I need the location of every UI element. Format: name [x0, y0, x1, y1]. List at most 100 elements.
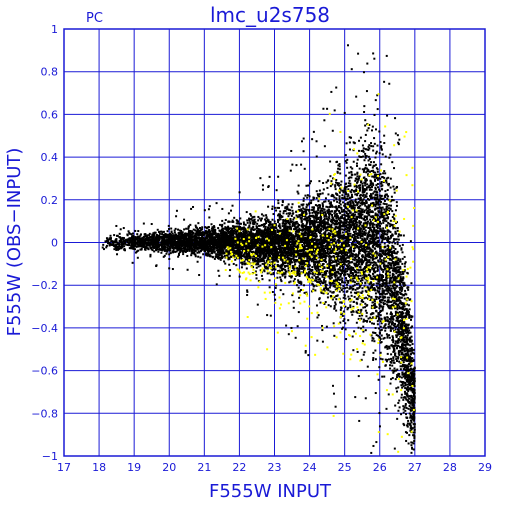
scatter-point: [177, 254, 180, 257]
scatter-point: [350, 311, 353, 314]
scatter-point: [407, 288, 410, 291]
scatter-point: [304, 194, 307, 197]
scatter-point: [395, 252, 398, 255]
scatter-point: [314, 272, 317, 275]
scatter-point: [196, 232, 199, 235]
scatter-point: [253, 241, 256, 244]
scatter-point: [353, 227, 356, 230]
scatter-point: [294, 274, 297, 277]
scatter-point: [227, 252, 230, 255]
scatter-point: [386, 248, 389, 251]
scatter-point: [353, 330, 356, 333]
scatter-point: [335, 217, 338, 220]
scatter-point: [355, 220, 358, 223]
scatter-point: [373, 331, 376, 334]
scatter-point: [401, 325, 404, 328]
scatter-point: [213, 247, 216, 250]
scatter-point: [330, 90, 333, 93]
scatter-point: [299, 241, 302, 244]
scatter-point: [400, 413, 403, 416]
scatter-point: [328, 263, 331, 266]
scatter-point: [256, 250, 259, 253]
scatter-point: [214, 240, 217, 243]
scatter-point: [408, 369, 411, 372]
scatter-point: [379, 230, 382, 233]
scatter-point: [380, 322, 383, 325]
scatter-point: [288, 266, 291, 269]
scatter-point: [346, 166, 349, 169]
scatter-point: [366, 260, 369, 263]
scatter-point: [383, 176, 386, 179]
scatter-point: [360, 149, 363, 152]
scatter-point: [353, 232, 356, 235]
scatter-point: [367, 235, 370, 238]
scatter-point: [337, 281, 340, 284]
scatter-point: [298, 257, 301, 260]
scatter-point: [372, 184, 375, 187]
scatter-point: [349, 200, 352, 203]
scatter-point: [340, 244, 343, 247]
scatter-point: [384, 233, 387, 236]
scatter-point: [264, 225, 267, 228]
scatter-point: [315, 265, 318, 268]
scatter-point: [385, 207, 388, 210]
scatter-point: [228, 220, 231, 223]
scatter-point: [401, 277, 404, 280]
scatter-point: [315, 218, 318, 221]
scatter-point: [249, 213, 252, 216]
scatter-point: [395, 260, 398, 263]
scatter-point: [247, 246, 250, 249]
scatter-point: [146, 239, 149, 242]
scatter-point: [380, 334, 383, 337]
scatter-point: [388, 274, 391, 277]
scatter-point: [397, 257, 400, 260]
scatter-point: [328, 265, 331, 268]
scatter-point: [292, 257, 295, 260]
scatter-point: [207, 208, 210, 211]
scatter-point: [306, 227, 309, 230]
scatter-point: [366, 237, 369, 240]
scatter-point: [271, 235, 274, 238]
scatter-point: [271, 226, 274, 229]
scatter-point: [388, 222, 391, 225]
scatter-point: [317, 278, 320, 281]
scatter-point: [384, 155, 387, 158]
scatter-point: [361, 224, 364, 227]
scatter-point: [388, 347, 391, 350]
scatter-point: [300, 140, 303, 143]
scatter-point: [335, 255, 338, 258]
scatter-point: [374, 99, 377, 102]
scatter-point: [376, 206, 379, 209]
scatter-point: [331, 215, 334, 218]
scatter-point: [331, 213, 334, 216]
scatter-point: [409, 240, 412, 243]
scatter-point: [245, 238, 248, 241]
scatter-point: [328, 286, 331, 289]
scatter-point: [404, 316, 407, 319]
scatter-point: [281, 274, 284, 277]
scatter-point: [380, 198, 383, 201]
scatter-point: [223, 247, 226, 250]
scatter-point: [365, 315, 368, 318]
scatter-point: [333, 196, 336, 199]
scatter-point: [356, 181, 359, 184]
scatter-point: [385, 269, 388, 272]
scatter-point: [369, 186, 372, 189]
scatter-point: [315, 258, 318, 261]
scatter-point: [322, 245, 325, 248]
scatter-point: [362, 330, 365, 333]
scatter-point: [351, 224, 354, 227]
scatter-point: [347, 319, 350, 322]
scatter-point: [254, 234, 257, 237]
scatter-point: [255, 231, 258, 234]
scatter-point: [374, 327, 377, 330]
scatter-point: [385, 280, 388, 283]
scatter-point: [373, 142, 376, 145]
scatter-point: [231, 239, 234, 242]
scatter-point: [365, 223, 368, 226]
scatter-point: [149, 247, 152, 250]
scatter-point: [337, 182, 340, 185]
scatter-point: [364, 154, 367, 157]
scatter-point: [300, 265, 303, 268]
scatter-point: [266, 314, 269, 317]
